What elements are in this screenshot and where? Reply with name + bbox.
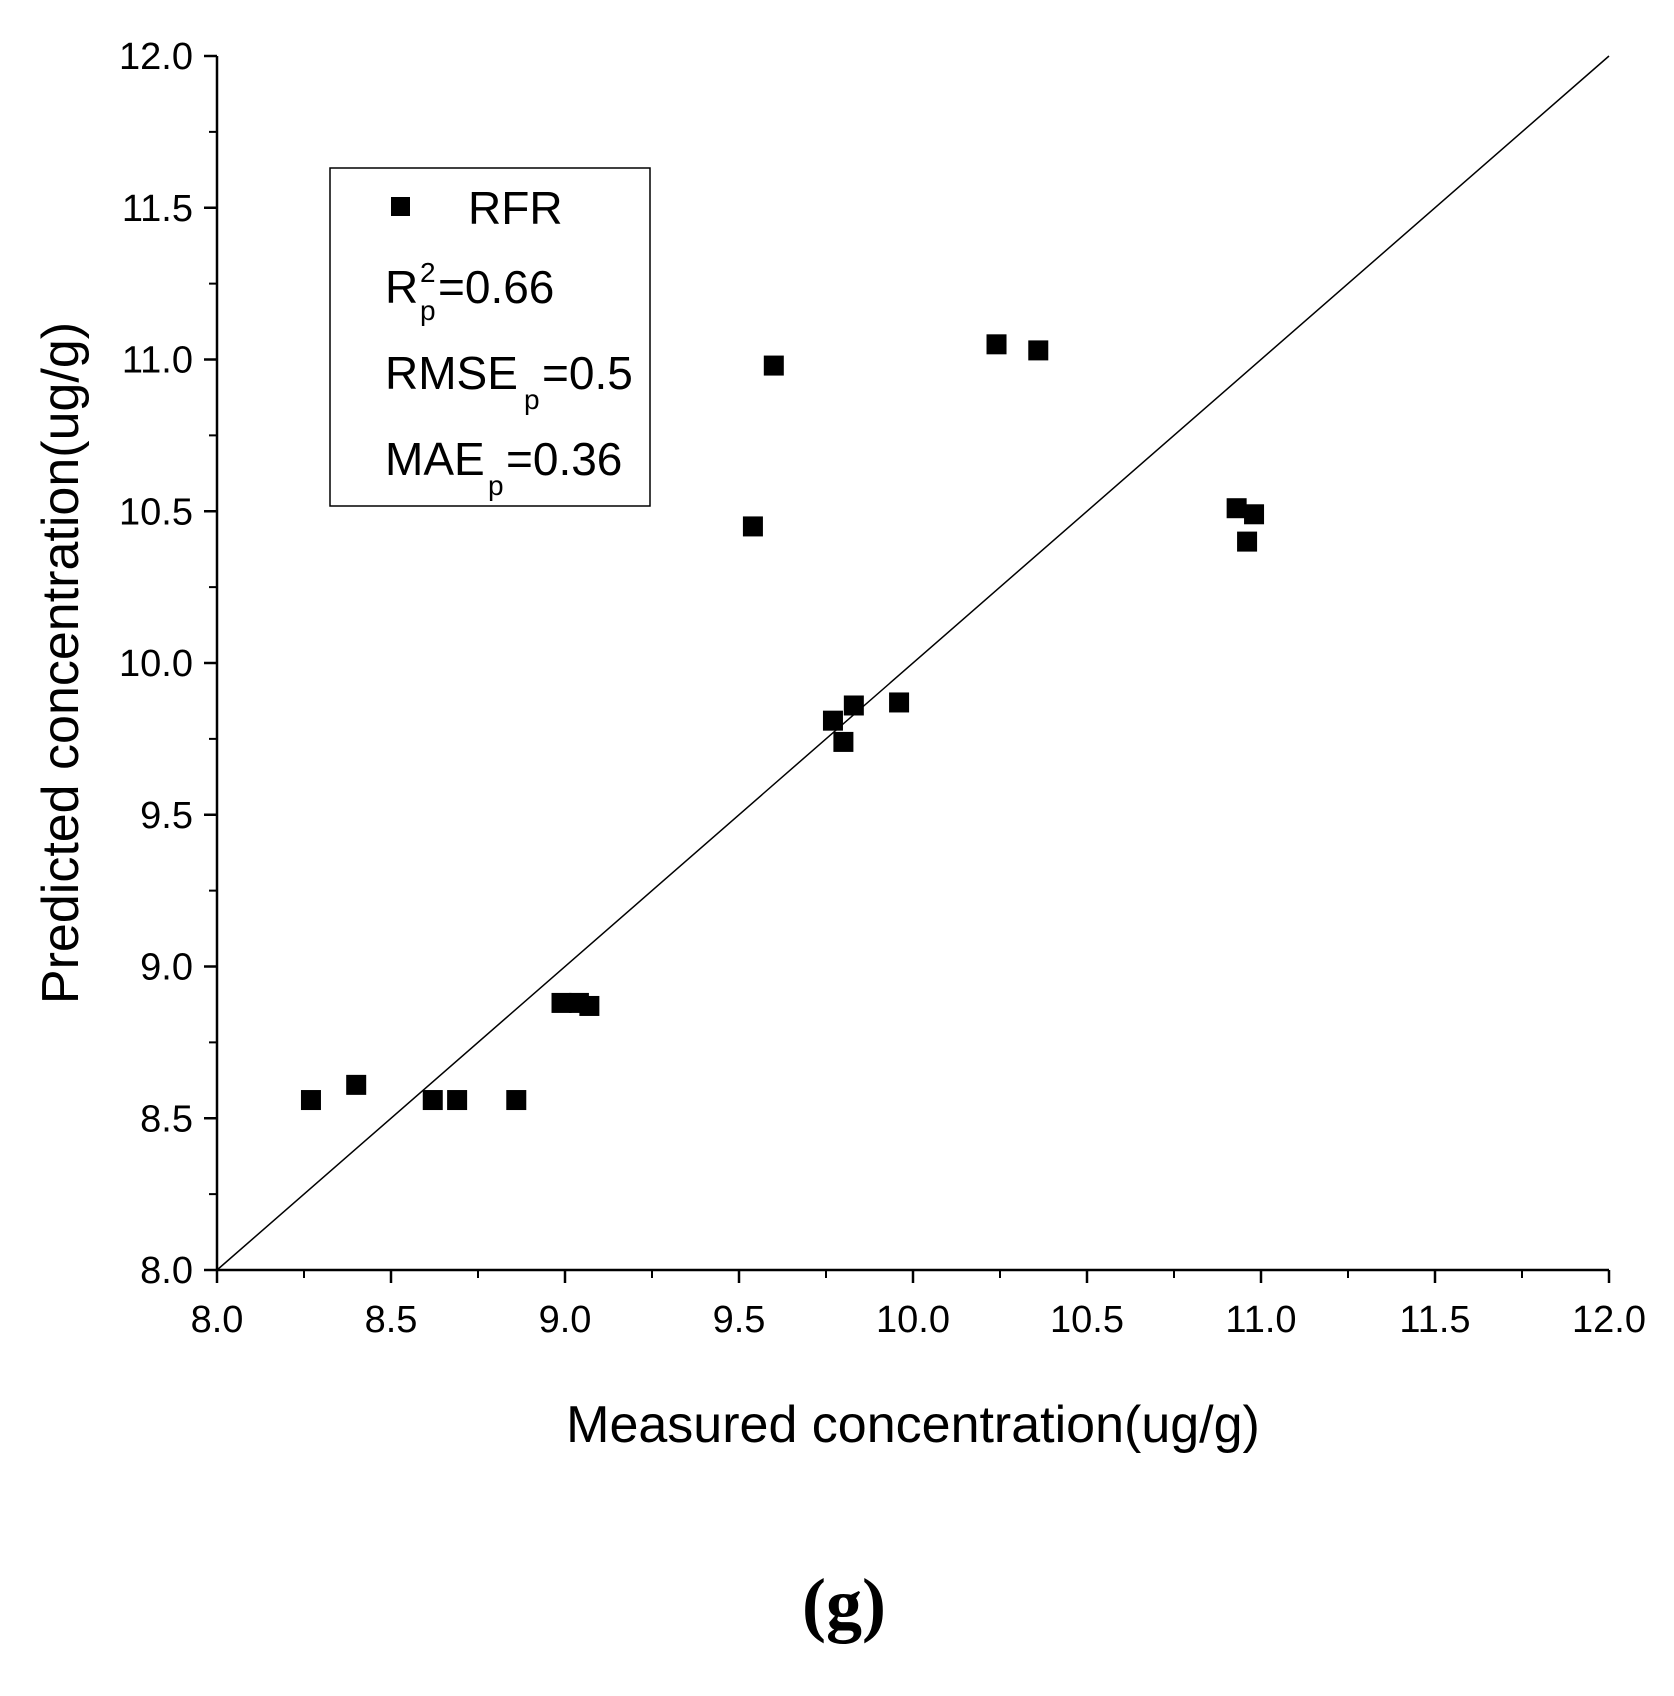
data-point (1028, 340, 1049, 361)
legend-r2-sup: 2 (420, 257, 436, 288)
data-point (346, 1074, 367, 1095)
data-point (763, 355, 784, 376)
data-point (742, 516, 763, 537)
legend-mae-base: MAE (385, 433, 485, 485)
legend-r2-sub: p (420, 295, 436, 326)
legend-rmse-base: RMSE (385, 347, 518, 399)
data-point (889, 692, 910, 713)
x-tick-label: 12.0 (1572, 1299, 1646, 1341)
x-tick-label: 8.5 (365, 1299, 418, 1341)
x-tick-label: 9.5 (713, 1299, 766, 1341)
panel-label: (g) (802, 1564, 886, 1644)
y-tick-label: 8.5 (140, 1098, 193, 1140)
x-tick-label: 8.0 (191, 1299, 244, 1341)
x-tick-label: 9.0 (539, 1299, 592, 1341)
points-layer (300, 334, 1265, 1111)
reference-line (216, 55, 1610, 1271)
x-tick-label: 10.0 (876, 1299, 950, 1341)
legend-mae-value: =0.36 (506, 433, 622, 485)
data-point (1244, 504, 1265, 525)
y-tick-label: 9.5 (140, 795, 193, 837)
data-point (1226, 498, 1247, 519)
y-tick-label: 12.0 (119, 36, 193, 78)
x-tick-label: 10.5 (1050, 1299, 1124, 1341)
data-point (300, 1090, 321, 1111)
data-point (422, 1090, 443, 1111)
data-point (579, 995, 600, 1016)
axes-layer: 8.0 8.5 9.0 9.5 10.0 10.5 11.0 11.5 12.0 8.0 8.5 9.… (119, 36, 1646, 1341)
legend-box (329, 167, 651, 507)
x-axis-title: Measured concentration(ug/g) (566, 1396, 1260, 1454)
y-tick-label: 10.0 (119, 643, 193, 685)
data-point (833, 731, 854, 752)
y-tick-label: 8.0 (140, 1250, 193, 1292)
data-point (843, 695, 864, 716)
data-point (986, 334, 1007, 355)
legend-mae-sub: p (488, 470, 504, 501)
legend-marker (391, 197, 410, 216)
y-tick-label: 9.0 (140, 947, 193, 989)
x-tick-label: 11.0 (1225, 1299, 1296, 1341)
y-axis-title: Predicted concentration(ug/g) (32, 322, 90, 1004)
data-point (447, 1090, 468, 1111)
legend-rmse-sub: p (524, 384, 540, 415)
data-point (1237, 531, 1258, 552)
legend-r2-value: =0.66 (438, 261, 554, 313)
data-point (551, 992, 572, 1013)
data-point (822, 710, 843, 731)
y-tick-label: 10.5 (119, 491, 193, 533)
legend: RFR R 2 p =0.66 RMSE p =0.5 MAE p =0.36 (329, 167, 651, 507)
legend-rmse-value: =0.5 (542, 347, 633, 399)
y-tick-label: 11.0 (122, 340, 193, 382)
x-tick-label: 11.5 (1399, 1299, 1470, 1341)
legend-series-label: RFR (468, 182, 563, 234)
legend-r2-base: R (385, 261, 418, 313)
y-tick-label: 11.5 (122, 188, 193, 230)
data-point (506, 1090, 527, 1111)
